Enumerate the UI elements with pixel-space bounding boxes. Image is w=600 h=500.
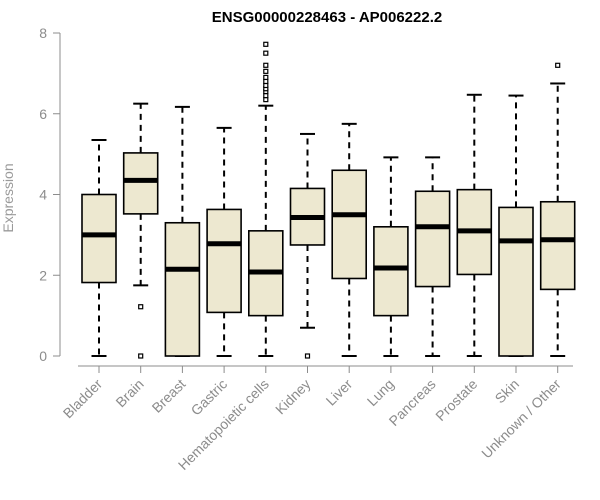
y-ticks: 0 2 4 6 8 xyxy=(39,25,60,364)
box-skin xyxy=(498,94,534,357)
box-liver xyxy=(331,122,368,357)
outlier-point xyxy=(263,74,269,81)
boxes xyxy=(81,41,576,359)
box-pancreas xyxy=(414,156,451,357)
outlier-point xyxy=(263,97,269,103)
x-tick-label: Unknown / Other xyxy=(478,376,564,462)
x-tick-label: Lung xyxy=(364,376,397,409)
y-axis-label: Expression xyxy=(0,163,16,232)
outlier-point xyxy=(304,353,311,359)
box-prostate xyxy=(456,93,493,357)
chart-title: ENSG00000228463 - AP006222.2 xyxy=(212,9,442,26)
x-tick-label: Prostate xyxy=(432,376,480,424)
outlier-point xyxy=(138,353,144,359)
x-tick-label: Bladder xyxy=(60,376,106,422)
outlier-point xyxy=(263,92,269,99)
x-tick-label: Skin xyxy=(492,376,523,407)
box-lung xyxy=(373,156,409,357)
outlier-point xyxy=(138,304,144,310)
iqr-box xyxy=(81,193,117,284)
iqr-box xyxy=(498,206,534,357)
iqr-box xyxy=(164,221,201,357)
box-hematopoietic-cells xyxy=(248,41,284,357)
box-unknown-other xyxy=(539,62,576,357)
outlier-point xyxy=(263,41,269,47)
x-tick-label: Liver xyxy=(323,376,356,409)
box-bladder xyxy=(81,138,117,357)
y-tick-label: 0 xyxy=(39,348,47,364)
iqr-box xyxy=(206,208,242,314)
box-breast xyxy=(164,105,201,357)
outlier-point xyxy=(263,82,269,89)
y-tick-label: 4 xyxy=(39,187,47,203)
outlier-point xyxy=(263,68,269,74)
iqr-box xyxy=(373,226,409,317)
outlier-point xyxy=(263,62,269,68)
box-kidney xyxy=(289,132,326,359)
y-tick-label: 6 xyxy=(39,106,47,122)
box-gastric xyxy=(206,126,242,357)
x-tick-label: Breast xyxy=(149,376,189,416)
x-tick-label: Kidney xyxy=(272,376,314,418)
iqr-box xyxy=(331,169,368,280)
box-brain xyxy=(122,102,159,359)
y-tick-label: 2 xyxy=(39,267,47,283)
iqr-box xyxy=(414,190,451,288)
outlier-point xyxy=(555,62,561,68)
outlier-point xyxy=(263,78,269,85)
x-tick-label: Brain xyxy=(112,376,146,410)
y-tick-label: 8 xyxy=(39,25,47,41)
outlier-point xyxy=(263,50,269,56)
iqr-box xyxy=(539,200,576,291)
iqr-box xyxy=(122,152,159,215)
